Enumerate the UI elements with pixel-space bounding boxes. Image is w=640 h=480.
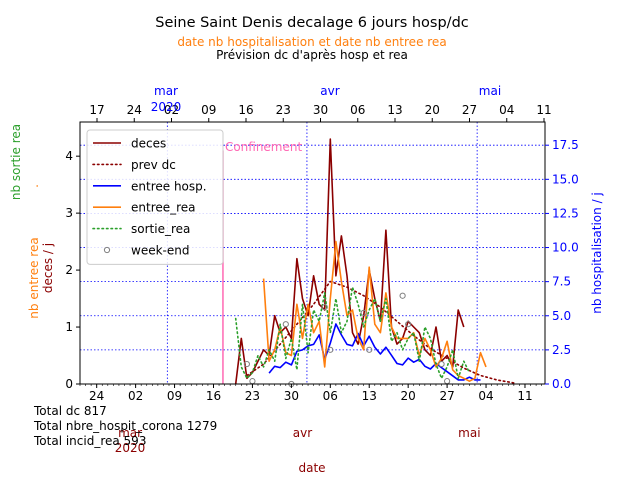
legend-label: sortie_rea: [131, 222, 190, 236]
weekend-point: [321, 304, 328, 311]
x-tick-label-top: 30: [313, 103, 328, 117]
weekend-point: [444, 378, 451, 385]
weekend-point: [405, 321, 412, 328]
y-tick-label-left: 4: [65, 149, 73, 163]
series-prev-dc: [246, 280, 515, 384]
y-tick-label-left: 2: [65, 263, 73, 277]
x-month-label-top: mai: [479, 84, 501, 98]
x-tick-label-top: 09: [201, 103, 216, 117]
x-tick-label-bottom: 13: [362, 389, 377, 403]
y-tick-label-left: 3: [65, 206, 73, 220]
y-tick-label-left: 0: [65, 377, 73, 391]
total-annotation: Total nbre_hospit_corona 1279: [33, 419, 217, 433]
y-axis-label-left-part: deces / j: [41, 243, 55, 293]
y-tick-label-right: 7.5: [552, 275, 571, 289]
legend: deces prev dc entree hosp. entree_reasortie…: [86, 129, 224, 265]
x-tick-label-bottom: 24: [89, 389, 104, 403]
y-tick-label-right: 2.5: [552, 343, 571, 357]
y-axis-label-left: deces / jnb entree rea. nb sortie rea: [9, 124, 55, 319]
x-tick-label-bottom: 20: [401, 389, 416, 403]
weekend-point: [399, 292, 406, 299]
total-annotation: Total dc 817: [33, 404, 107, 418]
x-month-label-bottom: mar: [118, 426, 142, 440]
y-tick-label-right: 5.0: [552, 309, 571, 323]
confinement-marker: Confinement: [222, 140, 303, 384]
x-tick-label-top: 13: [387, 103, 402, 117]
y-tick-label-right: 17.5: [552, 138, 579, 152]
y-tick-label-right: 12.5: [552, 206, 579, 220]
x-tick-label-bottom: 02: [128, 389, 143, 403]
y-axis-label-left-part: nb entree rea: [27, 237, 41, 318]
weekend-point: [243, 360, 250, 368]
x-tick-label-bottom: 06: [323, 389, 338, 403]
x-month-label-top: avr: [320, 84, 339, 98]
chart-subtitle-black: Prévision dc d'après hosp et rea: [216, 48, 408, 62]
weekend-point: [366, 346, 373, 353]
x-tick-label-top: 17: [89, 103, 104, 117]
x-year-label-top: 2020: [151, 100, 182, 114]
confinement-label: Confinement: [225, 140, 303, 154]
x-tick-label-bottom: 30: [284, 389, 299, 403]
x-month-label-top: mar: [154, 84, 178, 98]
series-entree-hosp-: [268, 323, 481, 381]
legend-label: entree hosp.: [131, 179, 207, 193]
x-tick-label-bottom: 16: [206, 389, 221, 403]
y-tick-label-left: 1: [65, 320, 73, 334]
x-tick-label-top: 27: [462, 103, 477, 117]
legend-label: deces: [131, 137, 166, 151]
y-axis-label-right: nb hospitalisation / j: [590, 192, 604, 314]
legend-label: entree_rea: [131, 201, 196, 215]
chart-title: Seine Saint Denis decalage 6 jours hosp/…: [155, 15, 469, 31]
legend-label: prev dc: [131, 158, 176, 172]
weekend-point: [438, 360, 445, 368]
x-tick-label-top: 24: [127, 103, 142, 117]
legend-label: week-end: [131, 244, 189, 258]
x-month-label-bottom: avr: [293, 426, 312, 440]
x-tick-label-bottom: 11: [517, 389, 532, 403]
chart-subtitle-orange: date nb hospitalisation et date nb entre…: [177, 35, 446, 49]
x-tick-label-bottom: 23: [245, 389, 260, 403]
y-axis-label-left-part: .: [27, 184, 41, 188]
x-tick-label-bottom: 09: [167, 389, 182, 403]
weekend-point: [360, 309, 367, 316]
x-tick-label-top: 20: [425, 103, 440, 117]
x-year-label-bottom: 2020: [115, 441, 146, 455]
y-tick-label-right: 0.0: [552, 377, 571, 391]
x-month-label-bottom: mai: [458, 426, 480, 440]
series-sortie-rea: [234, 286, 471, 380]
weekend-point: [249, 378, 256, 385]
x-tick-label-bottom: 04: [478, 389, 493, 403]
x-tick-label-top: 16: [238, 103, 253, 117]
x-tick-label-top: 11: [536, 103, 551, 117]
x-tick-label-top: 23: [276, 103, 291, 117]
x-tick-label-top: 04: [499, 103, 514, 117]
series-lines: [234, 138, 515, 385]
x-tick-label-top: 02: [164, 103, 179, 117]
y-axis-label-left-part: nb sortie rea: [9, 124, 23, 200]
legend-swatch: [103, 246, 111, 254]
x-tick-label-top: 06: [350, 103, 365, 117]
y-tick-label-right: 15.0: [552, 172, 579, 186]
weekend-point: [327, 346, 334, 353]
weekend-point: [282, 321, 289, 328]
plot-frame: [79, 121, 546, 385]
total-annotation: Total incid_rea 593: [33, 434, 146, 448]
x-tick-label-bottom: 27: [439, 389, 454, 403]
y-tick-label-right: 10.0: [552, 241, 579, 255]
x-axis-label: date: [298, 461, 325, 475]
